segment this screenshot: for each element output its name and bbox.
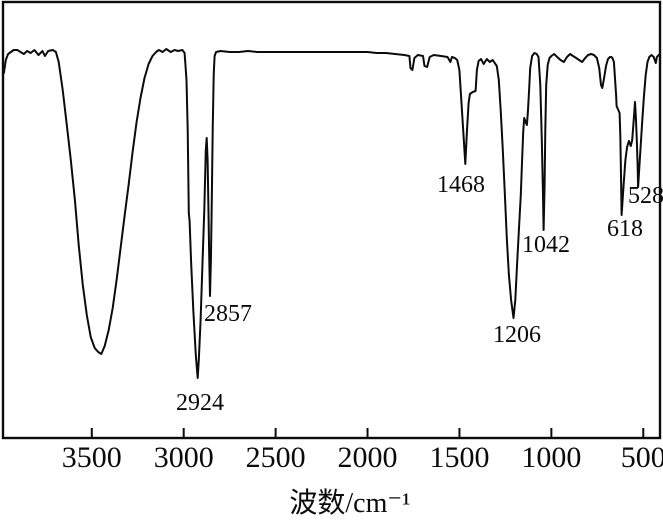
x-axis-tick-label-1000: 1000: [521, 441, 581, 474]
spectrum-curve: [2, 48, 661, 379]
x-axis-tick-label-500: 500: [621, 441, 663, 474]
x-axis-tick-label-2000: 2000: [338, 441, 398, 474]
peak-label-528: 528: [628, 183, 663, 209]
peak-label-1206: 1206: [493, 322, 541, 348]
x-axis-tick-label-3500: 3500: [62, 441, 122, 474]
x-axis-tick-label-2500: 2500: [246, 441, 306, 474]
x-axis-ticks: 3500 3000 2500 2000 1500 1000 500: [62, 428, 663, 474]
peak-annotations: 2924 2857 1468 1206 1042 618 528: [176, 172, 663, 416]
peak-label-2857: 2857: [204, 301, 252, 327]
x-axis-tick-label-1500: 1500: [429, 441, 489, 474]
plot-frame: [1, 0, 662, 440]
peak-label-1468: 1468: [437, 172, 485, 198]
peak-label-2924: 2924: [176, 390, 224, 416]
x-axis-title: 波数/cm⁻¹: [289, 487, 410, 519]
peak-label-1042: 1042: [522, 232, 570, 258]
peak-label-618: 618: [607, 216, 643, 242]
x-axis-tick-label-3000: 3000: [154, 441, 214, 474]
